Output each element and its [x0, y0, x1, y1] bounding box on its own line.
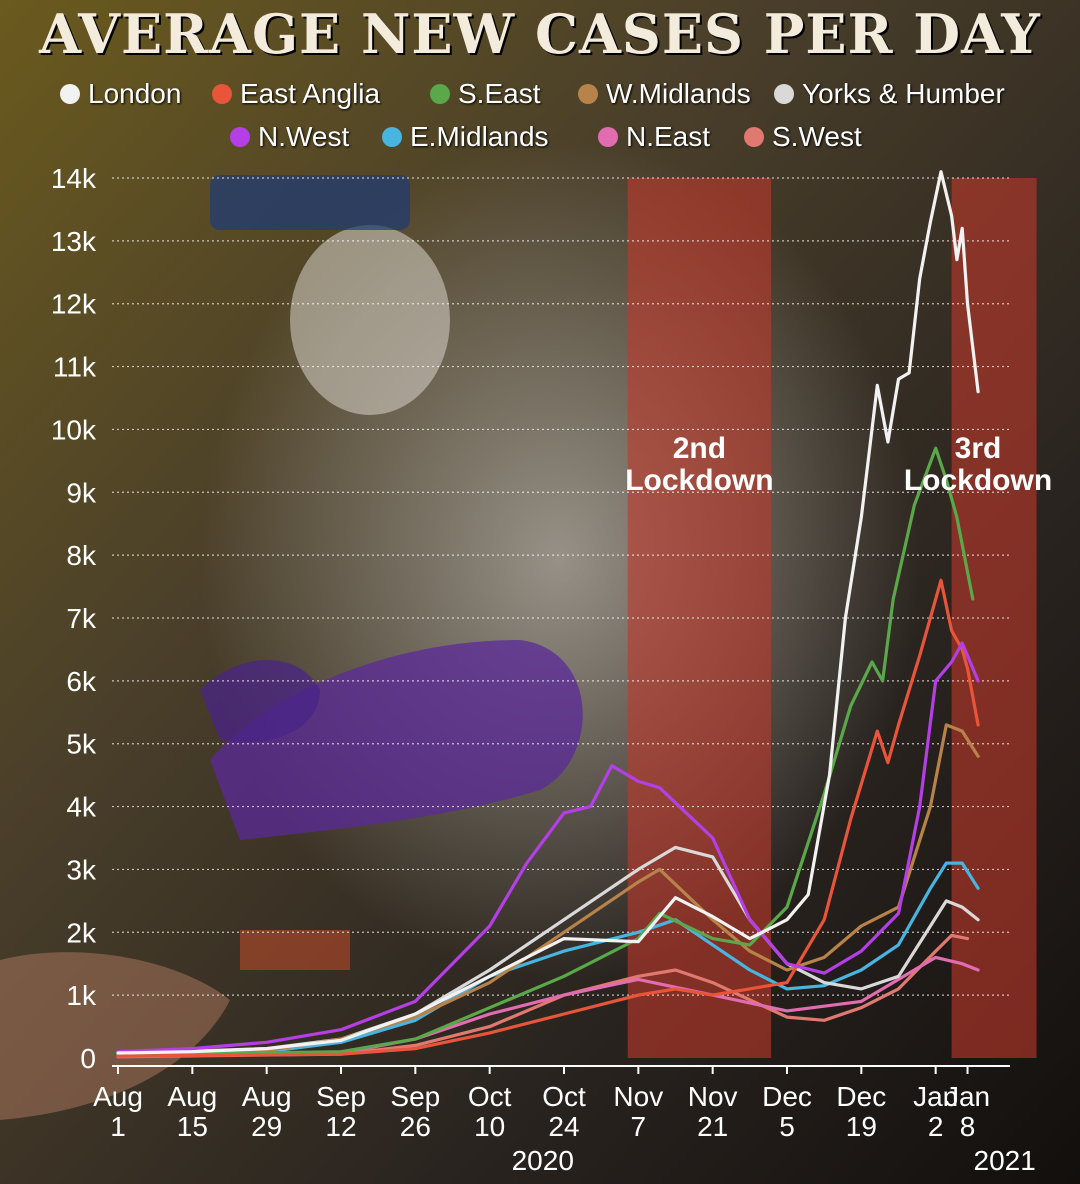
legend-label: London [88, 78, 182, 109]
lockdown-region-3 [951, 178, 1037, 1058]
y-tick-label: 12k [51, 289, 97, 320]
y-tick-label: 5k [66, 729, 97, 760]
series-line-n-west [116, 641, 980, 1054]
legend-label: Yorks & Humber [802, 78, 1005, 109]
x-tick-label: 8 [960, 1111, 976, 1142]
series-line-east-anglia [116, 578, 980, 1058]
year-label: 2020 [512, 1145, 574, 1176]
legend-label: N.West [258, 121, 350, 152]
legend-swatch [230, 127, 250, 147]
y-tick-label: 8k [66, 540, 97, 571]
x-tick-label: Nov [688, 1081, 738, 1112]
y-tick-label: 11k [53, 352, 97, 383]
series-line-yorks-humber [116, 845, 980, 1056]
x-tick-label: Sep [390, 1081, 440, 1112]
x-tick-label: 12 [325, 1111, 356, 1142]
legend-item-london: London [60, 78, 181, 110]
x-tick-label: Aug [167, 1081, 217, 1112]
x-tick-label: 21 [697, 1111, 728, 1142]
legend-label: East Anglia [240, 78, 381, 109]
legend-swatch [598, 127, 618, 147]
y-tick-label: 2k [66, 917, 97, 948]
y-tick-label: 13k [51, 226, 97, 257]
axes: 01k2k3k4k5k6k7k8k9k10k11k12k13k14kAug1Au… [51, 163, 1036, 1176]
series-line-e-midlands [116, 861, 980, 1057]
legend-label: S.East [458, 78, 541, 109]
legend-swatch [774, 84, 794, 104]
y-tick-label: 4k [66, 792, 97, 823]
legend-swatch [430, 84, 450, 104]
y-tick-label: 7k [66, 603, 97, 634]
series-line-w-midlands [116, 723, 980, 1056]
lockdown-label: 2nd [673, 432, 726, 465]
x-tick-label: 26 [400, 1111, 431, 1142]
x-tick-label: 24 [548, 1111, 579, 1142]
legend-item-e-midlands: E.Midlands [382, 121, 549, 153]
x-tick-label: Jan [945, 1081, 990, 1112]
x-tick-label: 29 [251, 1111, 282, 1142]
x-tick-label: Sep [316, 1081, 366, 1112]
lockdown-label: Lockdown [904, 464, 1052, 497]
y-tick-label: 14k [51, 163, 97, 194]
y-tick-label: 10k [51, 414, 97, 445]
legend-item-n-east: N.East [598, 121, 710, 153]
legend-label: W.Midlands [606, 78, 751, 109]
x-tick-label: Oct [542, 1081, 586, 1112]
x-tick-label: Oct [468, 1081, 512, 1112]
legend-swatch [60, 84, 80, 104]
series-line-london [116, 170, 980, 1055]
legend-label: E.Midlands [410, 121, 549, 152]
x-tick-label: Aug [242, 1081, 292, 1112]
series-lines [116, 170, 980, 1059]
lockdown-label: Lockdown [625, 464, 773, 497]
x-tick-label: 10 [474, 1111, 505, 1142]
year-label: 2021 [974, 1145, 1036, 1176]
y-tick-label: 1k [66, 980, 97, 1011]
legend-label: S.West [772, 121, 862, 152]
x-tick-label: 15 [177, 1111, 208, 1142]
x-tick-label: Dec [836, 1081, 886, 1112]
series-line-n-east [116, 955, 980, 1059]
series-line-s-east [116, 446, 975, 1057]
x-tick-label: Aug [93, 1081, 143, 1112]
legend-swatch [578, 84, 598, 104]
y-tick-label: 0 [80, 1043, 96, 1074]
series-line-s-west [116, 933, 970, 1059]
legend-item-east-anglia: East Anglia [212, 78, 380, 110]
x-tick-label: Nov [613, 1081, 663, 1112]
lockdown-label: 3rd [955, 432, 1002, 465]
legend-item-w-midlands: W.Midlands [578, 78, 751, 110]
x-tick-label: Dec [762, 1081, 812, 1112]
legend-item-yorks-humber: Yorks & Humber [774, 78, 1005, 110]
legend-swatch [744, 127, 764, 147]
x-tick-label: 2 [928, 1111, 944, 1142]
legend-swatch [382, 127, 402, 147]
x-tick-label: 1 [110, 1111, 126, 1142]
x-tick-label: 7 [631, 1111, 647, 1142]
chart-title: AVERAGE NEW CASES PER DAY [39, 2, 1041, 66]
y-tick-label: 9k [66, 477, 97, 508]
legend-item-s-east: S.East [430, 78, 540, 110]
x-tick-label: Jan [913, 1081, 958, 1112]
legend-item-s-west: S.West [744, 121, 862, 153]
x-tick-label: 5 [779, 1111, 795, 1142]
legend-label: N.East [626, 121, 711, 152]
x-tick-label: 19 [846, 1111, 877, 1142]
y-tick-label: 6k [66, 666, 97, 697]
legend-item-n-west: N.West [230, 121, 349, 153]
y-tick-label: 3k [66, 854, 97, 885]
legend-swatch [212, 84, 232, 104]
grid [112, 177, 1010, 996]
